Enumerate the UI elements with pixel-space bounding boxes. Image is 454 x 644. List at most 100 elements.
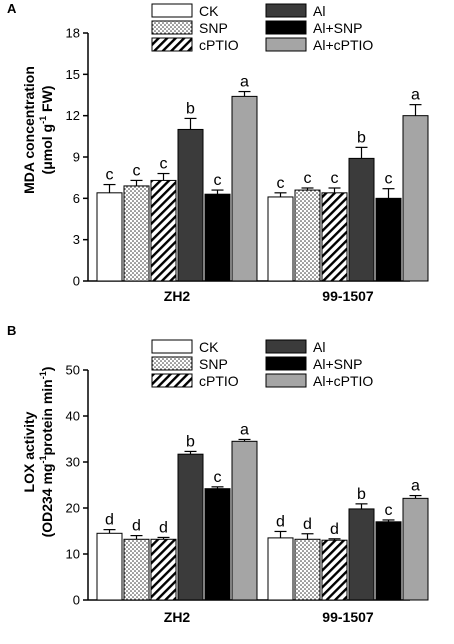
significance-label: d bbox=[330, 521, 339, 538]
bar-cptio-99-1507 bbox=[321, 539, 348, 601]
significance-label: c bbox=[277, 175, 285, 192]
y-tick-label: 50 bbox=[66, 363, 80, 378]
legend-swatch bbox=[265, 3, 307, 18]
category-label: ZH2 bbox=[164, 288, 191, 304]
plot-area-a: 0 3 6 9 12 15 18 c c c b c a ZH2 c c c b c a 99-1507 bbox=[66, 26, 429, 304]
legend-label: cPTIO bbox=[199, 373, 239, 389]
ylabel-unit-b: (OD234 mg-1protein min-1) bbox=[38, 367, 55, 538]
category-label: 99-1507 bbox=[322, 288, 374, 304]
bar-al-snp-99-1507 bbox=[375, 197, 402, 282]
y-tick-label: 15 bbox=[66, 67, 80, 82]
legend-swatch bbox=[265, 20, 307, 35]
bar-al-cptio-99-1507 bbox=[402, 115, 429, 282]
bar-al-zh2 bbox=[177, 453, 204, 601]
legend-label: cPTIO bbox=[199, 37, 239, 53]
y-tick-label: 40 bbox=[66, 409, 80, 424]
significance-label: c bbox=[304, 170, 312, 187]
bar-snp-99-1507 bbox=[294, 538, 321, 601]
panel-b: B LOX activity (OD234 mg-1protein min-1)… bbox=[7, 323, 429, 625]
legend-swatch bbox=[265, 373, 307, 388]
bar-cptio-zh2 bbox=[150, 538, 177, 601]
bar-ck-zh2 bbox=[96, 532, 123, 601]
legend-label: Al+SNP bbox=[313, 356, 362, 372]
legend-swatch bbox=[151, 37, 193, 52]
significance-label: c bbox=[160, 156, 168, 173]
significance-label: d bbox=[105, 512, 114, 529]
bar-al-snp-99-1507 bbox=[375, 521, 402, 601]
significance-label: a bbox=[240, 421, 249, 438]
bar-al-99-1507 bbox=[348, 157, 375, 282]
legend-label: Al bbox=[313, 3, 325, 19]
legend-swatch bbox=[265, 37, 307, 52]
bar-al-snp-zh2 bbox=[204, 488, 231, 601]
bar-al-snp-zh2 bbox=[204, 193, 231, 282]
y-tick-label: 12 bbox=[66, 108, 80, 123]
legend-label: CK bbox=[199, 3, 219, 19]
legend-label: Al bbox=[313, 339, 325, 355]
ylabel-a: MDA concentration bbox=[21, 66, 37, 194]
legend-swatch bbox=[151, 373, 193, 388]
legend-swatch bbox=[151, 3, 193, 18]
significance-label: c bbox=[385, 171, 393, 188]
legend-swatch bbox=[151, 339, 193, 354]
category-label: ZH2 bbox=[164, 609, 191, 625]
y-tick-label: 6 bbox=[73, 191, 80, 206]
bar-cptio-99-1507 bbox=[321, 192, 348, 282]
bar-snp-99-1507 bbox=[294, 189, 321, 282]
legend-swatch bbox=[151, 356, 193, 371]
significance-label: d bbox=[132, 518, 141, 535]
y-tick-label: 0 bbox=[73, 274, 80, 289]
significance-label: c bbox=[331, 170, 339, 187]
significance-label: d bbox=[276, 513, 285, 530]
significance-label: b bbox=[186, 433, 195, 450]
legend-label: Al+cPTIO bbox=[313, 37, 373, 53]
y-tick-label: 9 bbox=[73, 150, 80, 165]
legend-label: SNP bbox=[199, 356, 228, 372]
category-label: 99-1507 bbox=[322, 609, 374, 625]
significance-label: b bbox=[357, 129, 366, 146]
legend-label: CK bbox=[199, 339, 219, 355]
bar-al-cptio-99-1507 bbox=[402, 497, 429, 601]
bar-al-cptio-zh2 bbox=[231, 95, 258, 282]
significance-label: c bbox=[385, 502, 393, 519]
panel-letter-a: A bbox=[7, 1, 17, 16]
legend-label: Al+SNP bbox=[313, 20, 362, 36]
bar-snp-zh2 bbox=[123, 538, 150, 601]
ylabel-unit-a: (μmol g-1 FW) bbox=[38, 86, 55, 175]
bar-al-cptio-zh2 bbox=[231, 440, 258, 601]
significance-label: c bbox=[133, 162, 141, 179]
significance-label: c bbox=[214, 469, 222, 486]
legend-label: Al+cPTIO bbox=[313, 373, 373, 389]
panel-letter-b: B bbox=[7, 323, 16, 338]
significance-label: a bbox=[411, 87, 420, 104]
panel-a: A MDA concentration (μmol g-1 FW) CKSNPc… bbox=[7, 1, 429, 304]
legend-swatch bbox=[265, 356, 307, 371]
legend-label: SNP bbox=[199, 20, 228, 36]
y-tick-label: 18 bbox=[66, 26, 80, 41]
y-tick-label: 3 bbox=[73, 232, 80, 247]
significance-label: a bbox=[240, 74, 249, 91]
significance-label: d bbox=[303, 516, 312, 533]
bar-ck-99-1507 bbox=[267, 537, 294, 601]
bar-snp-zh2 bbox=[123, 185, 150, 282]
y-tick-label: 20 bbox=[66, 501, 80, 516]
legend-swatch bbox=[151, 20, 193, 35]
bar-cptio-zh2 bbox=[150, 179, 177, 282]
y-tick-label: 0 bbox=[73, 593, 80, 608]
y-tick-label: 10 bbox=[66, 547, 80, 562]
significance-label: c bbox=[214, 172, 222, 189]
bar-al-zh2 bbox=[177, 128, 204, 282]
significance-label: d bbox=[159, 519, 168, 536]
significance-label: a bbox=[411, 478, 420, 495]
plot-area-b: 0 10 20 30 40 50 d d d b c a ZH2 d d d b c a 99-1507 bbox=[66, 363, 429, 625]
significance-label: b bbox=[186, 100, 195, 117]
bar-al-99-1507 bbox=[348, 508, 375, 601]
bar-ck-zh2 bbox=[96, 192, 123, 282]
y-tick-label: 30 bbox=[66, 455, 80, 470]
significance-label: c bbox=[106, 167, 114, 184]
bar-ck-99-1507 bbox=[267, 196, 294, 282]
significance-label: b bbox=[357, 486, 366, 503]
